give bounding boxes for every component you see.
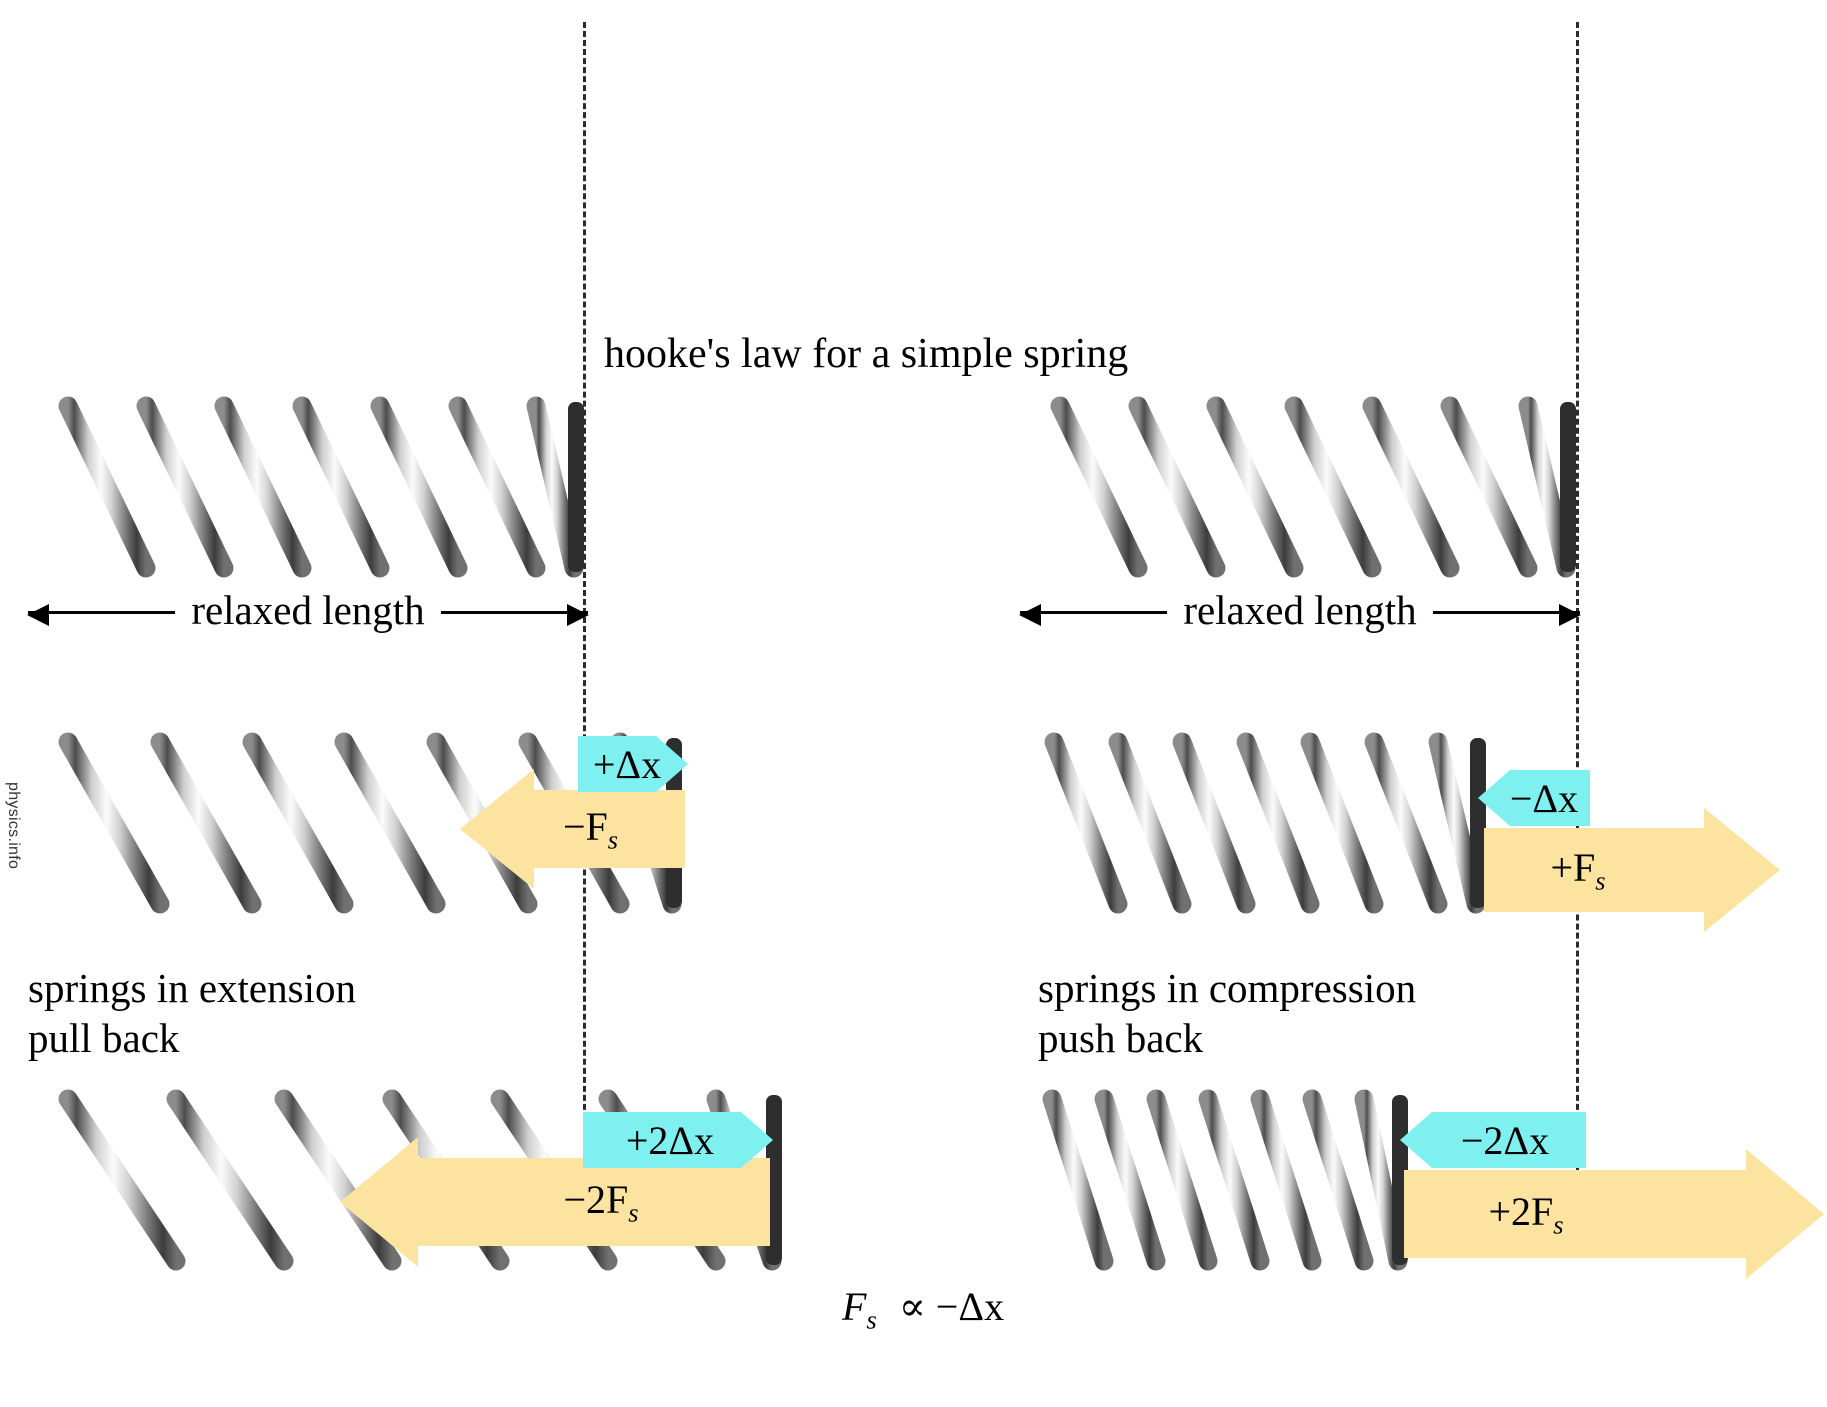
spring-relaxed-right xyxy=(1020,392,1580,582)
formula-relation: ∝ −Δx xyxy=(898,1284,1005,1329)
dimension-arrow-right xyxy=(1432,603,1582,626)
displacement-arrow-plus-dx: +Δx xyxy=(578,736,688,792)
arrow-shaft xyxy=(583,1112,741,1168)
force-arrow-minus-Fs: −Fs xyxy=(460,769,685,889)
arrow-shaft xyxy=(1510,770,1590,826)
arrowhead-right xyxy=(1746,1149,1824,1279)
arrow-shaft xyxy=(578,736,656,792)
spring-relaxed-left xyxy=(28,392,588,582)
relaxed-length-dimension-left: relaxed length xyxy=(26,587,590,633)
arrowhead-right xyxy=(1704,808,1780,932)
figure-title: hooke's law for a simple spring xyxy=(604,331,1129,377)
arrow-shaft xyxy=(1432,1112,1586,1168)
arrowhead-left xyxy=(1478,770,1510,826)
displacement-arrow-minus-dx: −Δx xyxy=(1478,770,1590,826)
displacement-arrow-plus-2dx: +2Δx xyxy=(583,1112,773,1168)
right-equilibrium-line xyxy=(1576,22,1579,1182)
relaxed-length-label-left: relaxed length xyxy=(191,587,425,633)
force-arrow-plus-2Fs: +2Fs xyxy=(1404,1149,1824,1279)
arrow-shaft xyxy=(534,790,685,868)
caption-extension: springs in extension pull back xyxy=(28,965,356,1062)
force-arrow-minus-2Fs: −2Fs xyxy=(340,1137,770,1267)
formula-F-symbol: F xyxy=(842,1284,867,1329)
dimension-arrow-right xyxy=(440,603,590,626)
arrowhead-right xyxy=(656,736,688,792)
formula-subscript: s xyxy=(866,1304,877,1335)
caption-compression: springs in compression push back xyxy=(1038,965,1417,1062)
arrow-shaft xyxy=(418,1158,770,1246)
arrowhead-left xyxy=(340,1137,418,1267)
relaxed-length-label-right: relaxed length xyxy=(1183,587,1417,633)
dimension-arrow-left xyxy=(26,603,176,626)
displacement-arrow-minus-2dx: −2Δx xyxy=(1400,1112,1586,1168)
arrow-shaft xyxy=(1404,1170,1746,1258)
spring-compressed-1x xyxy=(1020,728,1490,918)
dimension-arrow-left xyxy=(1018,603,1168,626)
arrowhead-left xyxy=(1400,1112,1432,1168)
hookes-law-formula: Fs ∝ −Δx xyxy=(842,1283,1004,1335)
arrowhead-left xyxy=(460,769,534,889)
force-arrow-plus-Fs: +Fs xyxy=(1484,808,1780,932)
arrowhead-right xyxy=(741,1112,773,1168)
relaxed-length-dimension-right: relaxed length xyxy=(1018,587,1582,633)
arrow-shaft xyxy=(1484,828,1704,912)
watermark-physics-info: physics.info xyxy=(5,782,22,870)
spring-compressed-2x xyxy=(1020,1085,1410,1275)
left-equilibrium-line xyxy=(583,22,586,1182)
